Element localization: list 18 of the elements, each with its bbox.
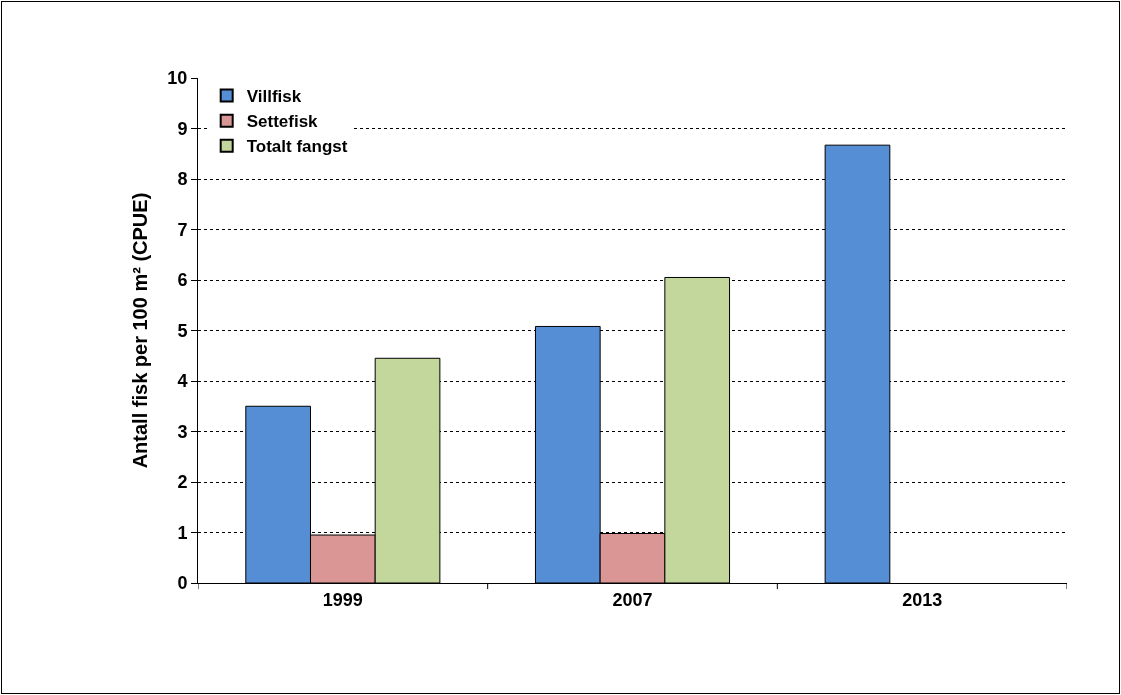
y-tick-label: 8 [177, 169, 188, 190]
x-tick-label: 2007 [612, 589, 653, 610]
x-tick-label: 2013 [902, 589, 943, 610]
y-tick-label: 4 [177, 371, 188, 392]
y-tick-label: 10 [167, 68, 188, 89]
y-tick-label: 3 [177, 421, 188, 442]
legend-label: Settefisk [246, 112, 319, 132]
legend-label: Totalt fangst [246, 137, 348, 157]
y-tick-label: 0 [177, 573, 188, 594]
legend-label: Villfisk [246, 87, 302, 107]
y-tick-label: 1 [177, 522, 188, 543]
y-tick-label: 7 [177, 219, 188, 240]
y-tick-label: 5 [177, 320, 188, 341]
y-axis-title: Antall fisk per 100 m² (CPUE) [128, 192, 151, 469]
x-tick-label: 1999 [322, 589, 363, 610]
y-tick-label: 9 [177, 118, 188, 139]
y-tick-label: 6 [177, 270, 188, 291]
y-tick-label: 2 [177, 472, 188, 493]
